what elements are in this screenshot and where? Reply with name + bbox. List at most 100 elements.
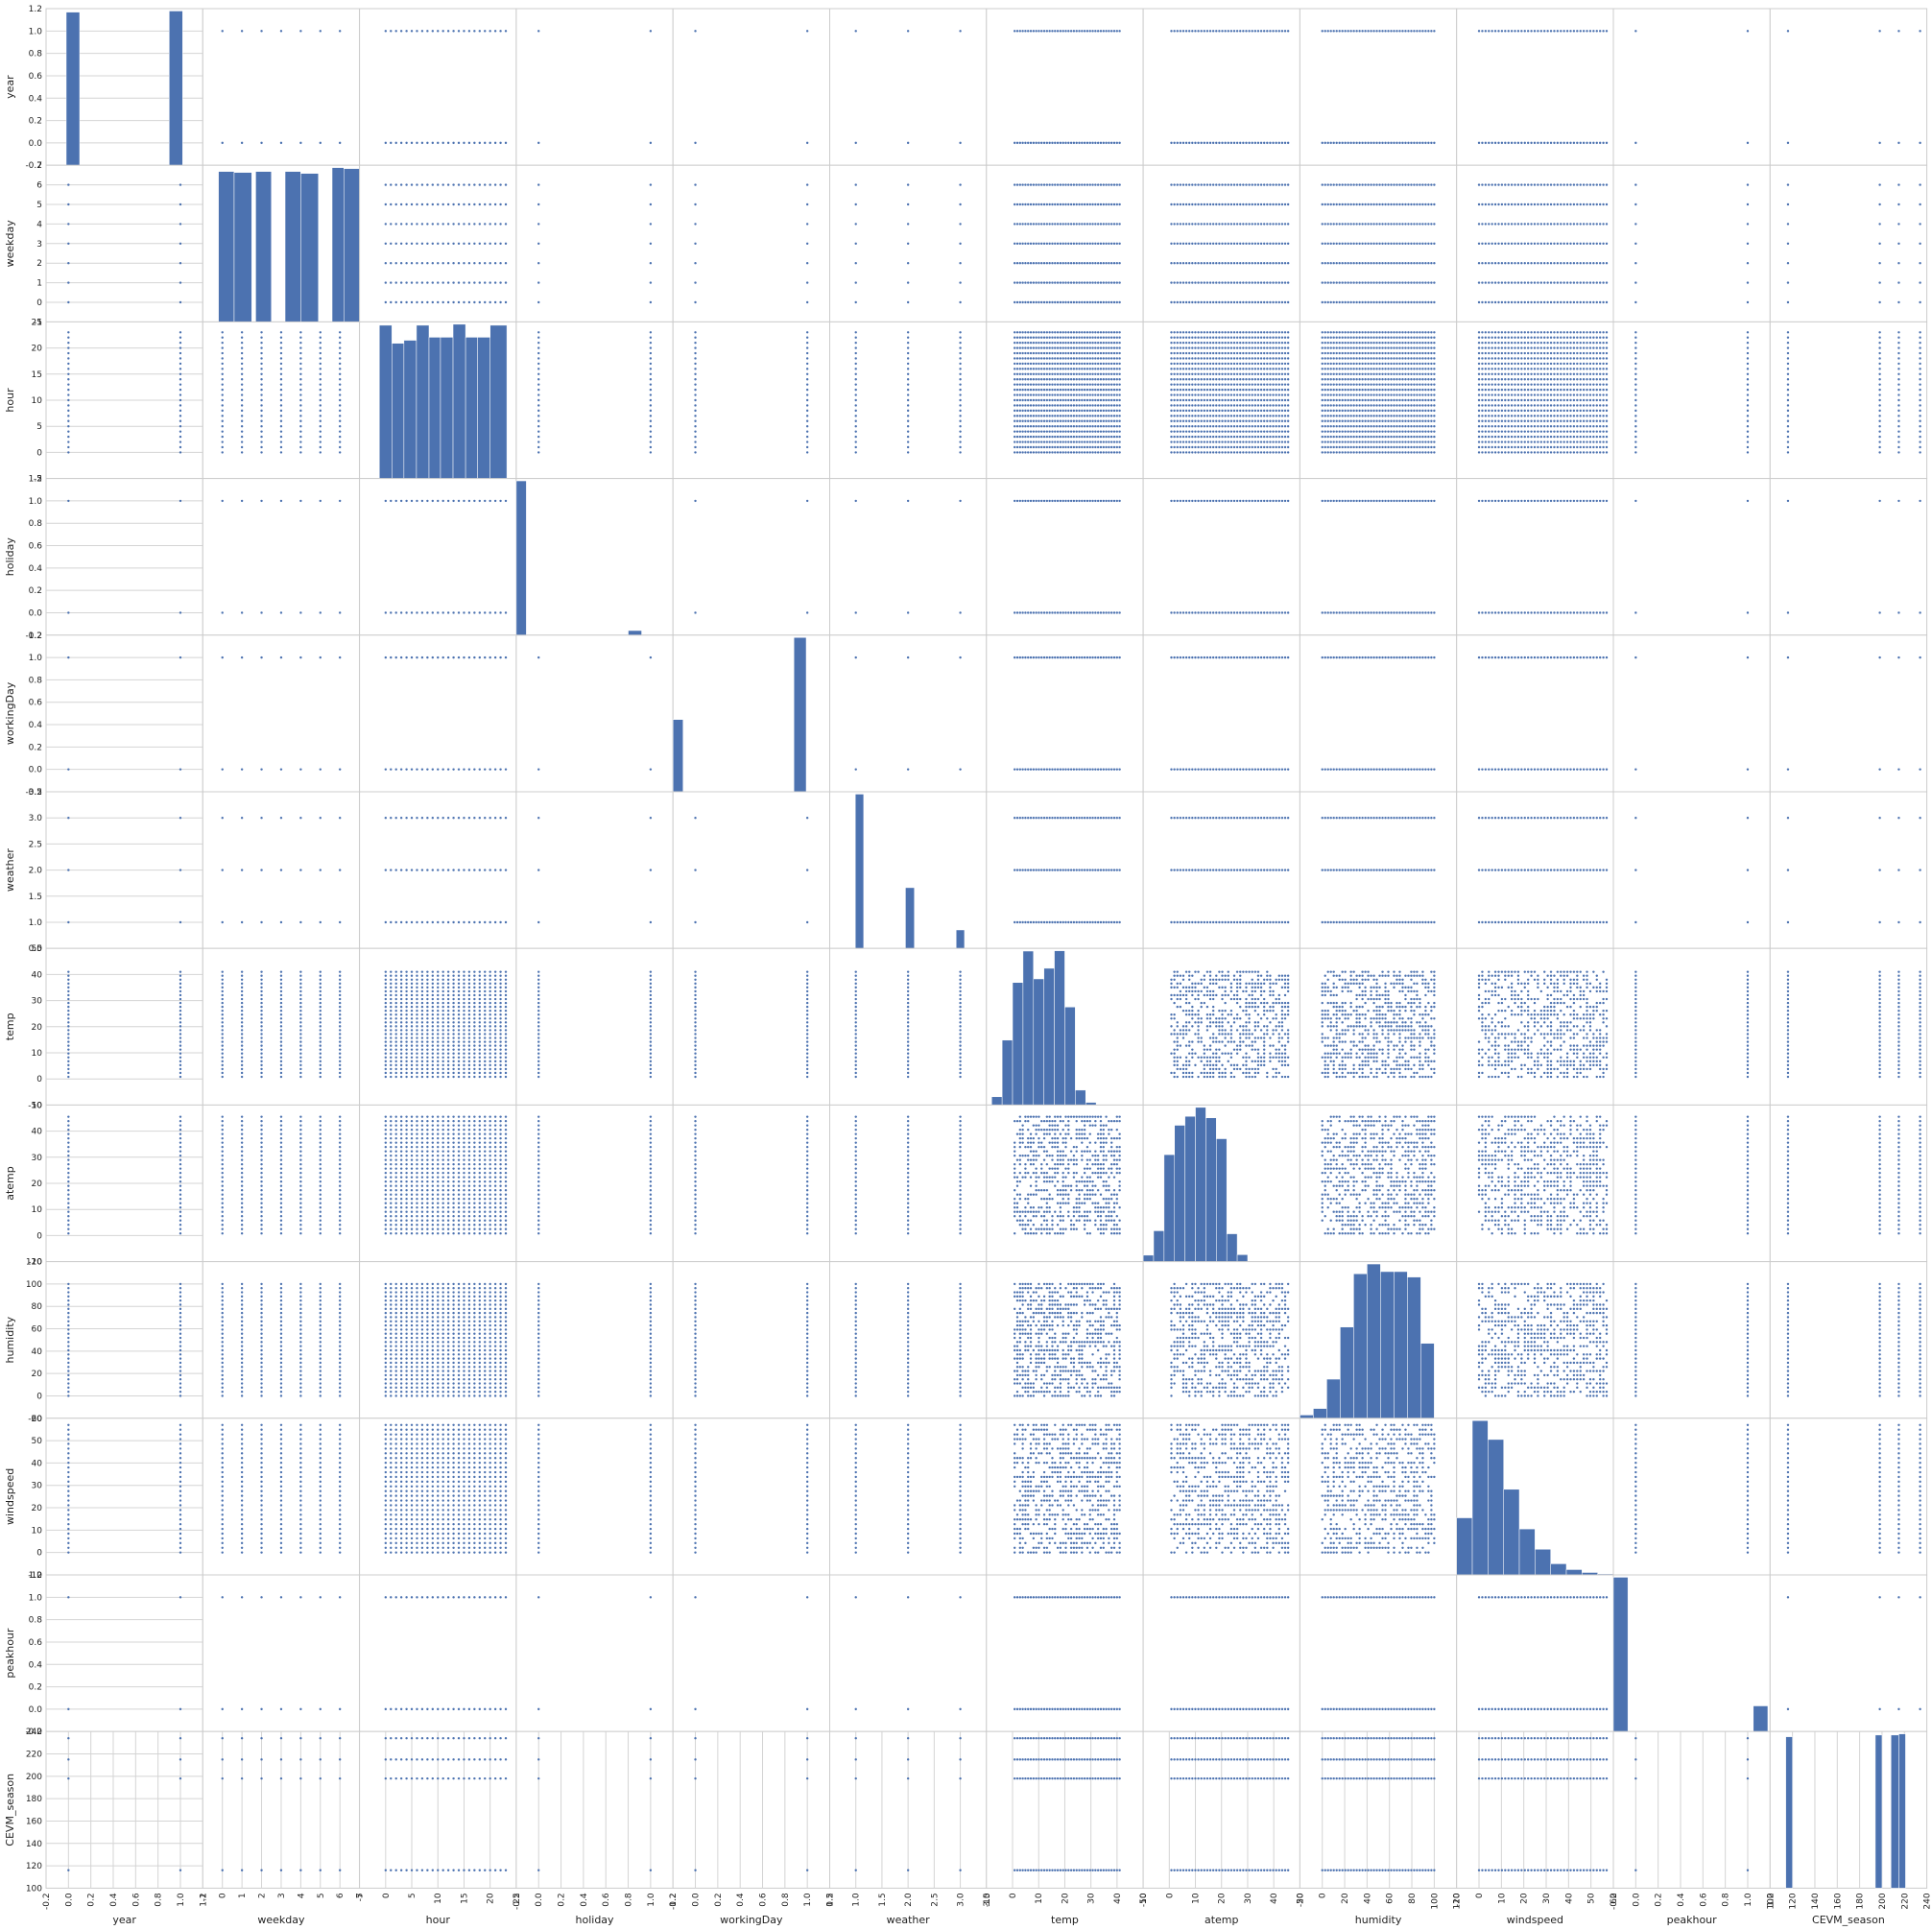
point — [1108, 223, 1110, 226]
point — [1038, 357, 1040, 360]
point — [1059, 383, 1062, 386]
point — [1081, 331, 1084, 334]
point — [1605, 242, 1609, 245]
point — [1239, 430, 1242, 433]
point — [1064, 346, 1067, 349]
point — [1232, 445, 1236, 449]
point — [1045, 183, 1049, 186]
point — [1221, 331, 1224, 334]
point — [426, 242, 429, 245]
point — [1786, 262, 1790, 265]
point — [1024, 346, 1027, 349]
point — [1072, 435, 1076, 439]
point — [1269, 441, 1272, 443]
point — [1096, 281, 1100, 284]
point — [1051, 372, 1054, 375]
point — [1078, 351, 1081, 355]
point — [1091, 300, 1094, 304]
point — [1349, 242, 1352, 245]
point — [1042, 388, 1046, 392]
point — [1235, 203, 1239, 206]
point — [1105, 372, 1108, 375]
point — [1352, 341, 1355, 345]
point — [1248, 346, 1251, 349]
point — [1221, 398, 1224, 402]
point — [1115, 183, 1118, 186]
scatter-points — [67, 183, 182, 304]
point — [1352, 419, 1355, 422]
point — [67, 419, 70, 422]
point — [1526, 262, 1530, 265]
point — [1015, 357, 1019, 360]
point — [1404, 441, 1407, 443]
point — [1032, 203, 1036, 206]
point — [694, 141, 697, 145]
point — [1375, 331, 1378, 334]
point — [1262, 393, 1266, 396]
point — [1248, 383, 1251, 386]
point — [1321, 357, 1324, 360]
point — [467, 300, 471, 304]
point — [1283, 30, 1287, 33]
point — [1227, 336, 1229, 339]
point — [1197, 388, 1200, 392]
point — [649, 445, 653, 449]
point — [1102, 281, 1105, 284]
point — [1038, 409, 1040, 413]
point — [1045, 300, 1049, 304]
point — [1239, 242, 1242, 245]
point — [1283, 409, 1287, 413]
point — [1401, 242, 1404, 245]
point — [1021, 409, 1024, 413]
point — [1572, 242, 1576, 245]
point — [1372, 419, 1375, 422]
point — [1078, 435, 1081, 439]
point — [1024, 357, 1027, 360]
point — [1075, 415, 1078, 417]
point — [1105, 362, 1108, 366]
point — [1878, 223, 1881, 226]
point — [1395, 281, 1398, 284]
point — [1032, 368, 1036, 370]
point — [1269, 388, 1272, 392]
point — [1266, 223, 1269, 226]
point — [1032, 346, 1036, 349]
point — [1253, 336, 1257, 339]
point — [1375, 203, 1378, 206]
point — [1061, 388, 1064, 392]
point — [1358, 441, 1361, 443]
point — [1109, 242, 1113, 245]
point — [1372, 378, 1375, 381]
point — [1344, 419, 1347, 422]
point — [484, 141, 487, 145]
point — [67, 223, 70, 226]
point — [1013, 372, 1016, 375]
point — [221, 351, 224, 355]
point — [1013, 331, 1016, 334]
point — [1224, 281, 1227, 284]
point — [1105, 445, 1108, 449]
point — [489, 183, 491, 186]
point — [1569, 183, 1572, 186]
point — [1634, 242, 1637, 245]
point — [537, 425, 540, 428]
point — [1235, 372, 1239, 375]
point — [1099, 378, 1103, 381]
point — [1067, 398, 1070, 402]
point — [1048, 425, 1051, 428]
point — [1075, 383, 1078, 386]
point — [240, 435, 244, 439]
point — [1280, 383, 1284, 386]
point — [1188, 336, 1191, 339]
point — [499, 141, 502, 145]
point — [1042, 372, 1046, 375]
point — [1329, 341, 1332, 345]
point — [1094, 451, 1097, 454]
point — [1072, 441, 1076, 443]
point — [1203, 393, 1206, 396]
point — [1038, 141, 1040, 145]
point — [299, 341, 302, 345]
point — [446, 223, 450, 226]
point — [1045, 435, 1049, 439]
point — [1424, 262, 1427, 265]
